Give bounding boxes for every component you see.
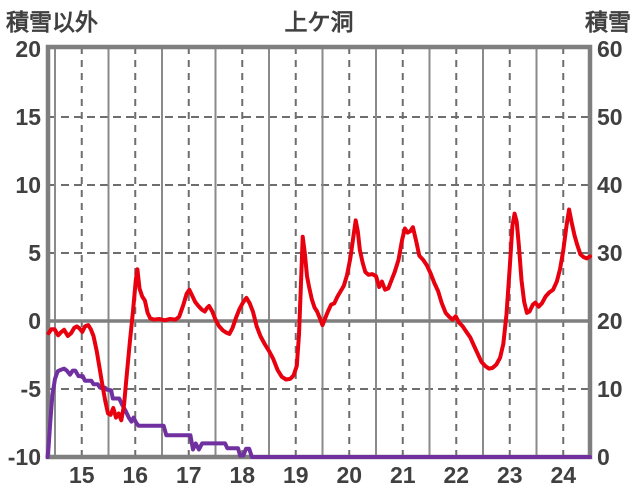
left-axis-tick-label: -10 bbox=[7, 444, 41, 470]
x-axis-tick-label: 23 bbox=[496, 462, 523, 488]
snow-depth-line bbox=[45, 366, 592, 459]
right-axis-tick-label: 40 bbox=[597, 172, 623, 198]
x-axis-tick-label: 20 bbox=[336, 462, 363, 488]
right-axis-tick-label: 10 bbox=[597, 376, 623, 402]
right-axis-tick-label: 30 bbox=[597, 240, 623, 266]
x-axis-tick-label: 19 bbox=[282, 462, 309, 488]
left-axis-tick-label: 15 bbox=[15, 104, 41, 130]
left-axis-tick-label: 20 bbox=[15, 36, 41, 62]
left-axis-tick-label: -5 bbox=[20, 376, 41, 402]
x-axis-tick-label: 16 bbox=[122, 462, 149, 488]
x-axis-tick-label: 22 bbox=[443, 462, 470, 488]
left-axis-tick-label: 10 bbox=[15, 172, 41, 198]
x-axis-tick-label: 18 bbox=[229, 462, 256, 488]
x-axis-tick-label: 17 bbox=[175, 462, 202, 488]
x-axis-tick-label: 24 bbox=[550, 462, 577, 488]
chart-title: 上ケ洞 bbox=[284, 9, 354, 35]
right-axis-tick-label: 60 bbox=[597, 36, 623, 62]
left-axis-title: 積雪以外 bbox=[6, 9, 98, 35]
x-axis-tick-label: 21 bbox=[389, 462, 416, 488]
right-axis-tick-label: 50 bbox=[597, 104, 623, 130]
temperature-line bbox=[46, 207, 592, 423]
left-axis-tick-label: 0 bbox=[28, 308, 41, 334]
right-axis-title: 積雪 bbox=[585, 9, 631, 35]
x-axis-tick-label: 15 bbox=[68, 462, 95, 488]
right-axis-tick-label: 20 bbox=[597, 308, 623, 334]
right-axis-tick-label: 0 bbox=[597, 444, 610, 470]
left-axis-tick-label: 5 bbox=[28, 240, 41, 266]
